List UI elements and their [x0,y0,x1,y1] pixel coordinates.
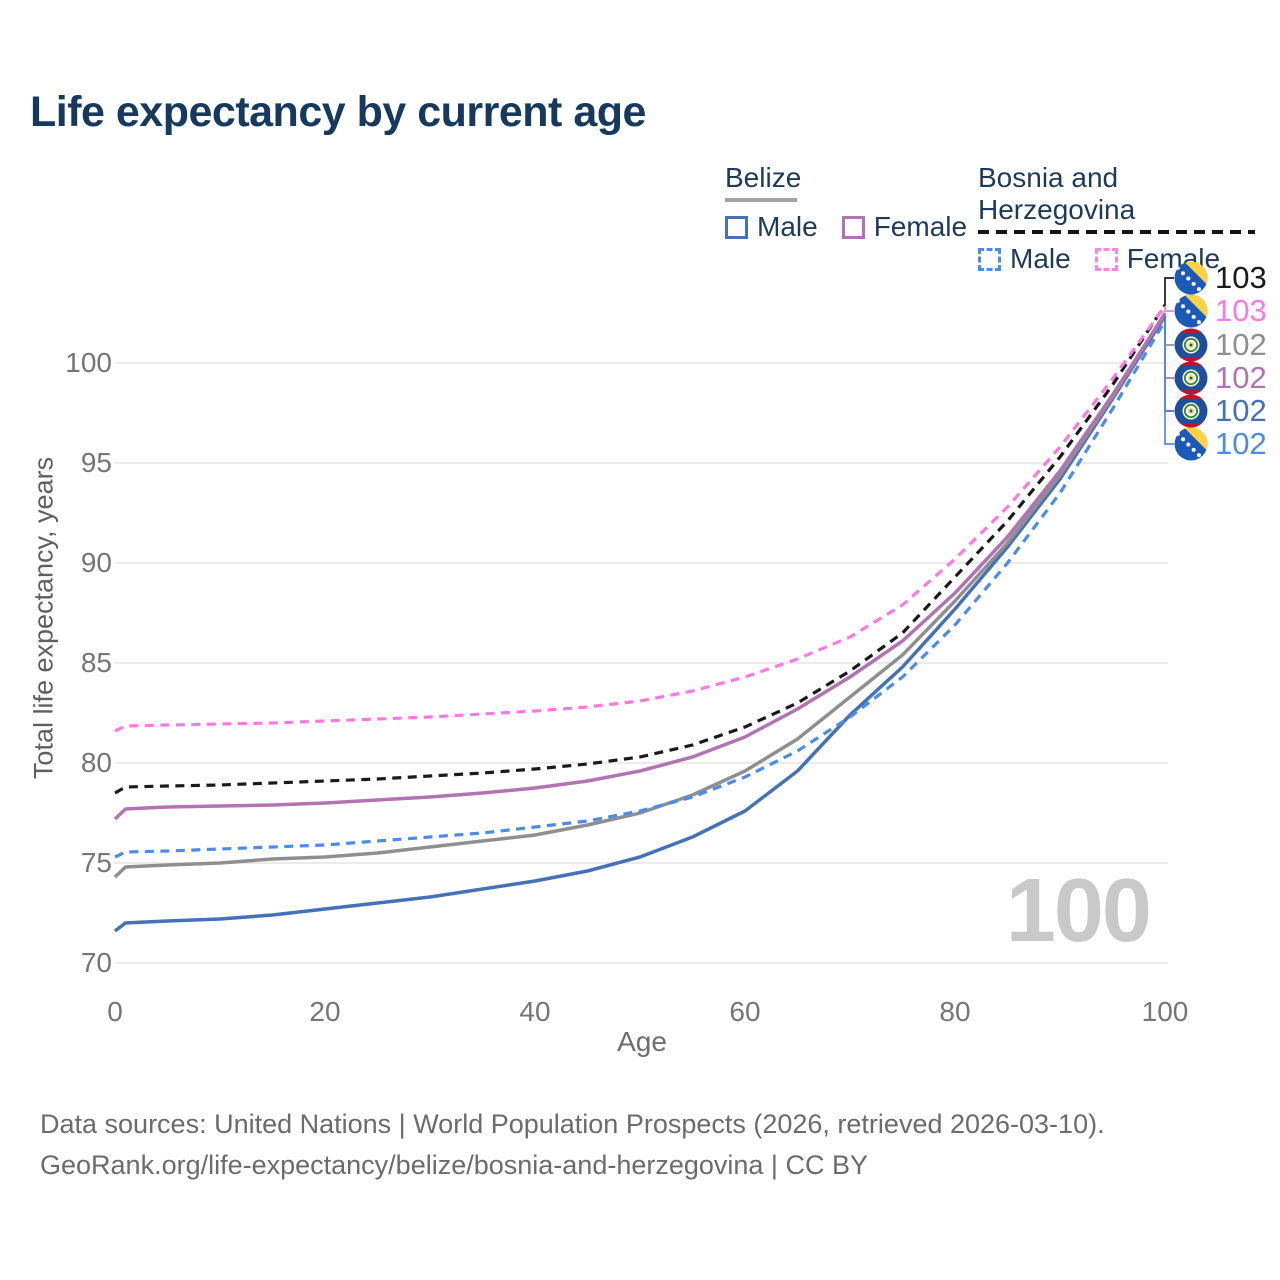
end-label-belize_total: 102 [1174,327,1267,362]
current-age-watermark: 100 [1005,861,1152,961]
footer-data-sources: Data sources: United Nations | World Pop… [40,1109,1105,1139]
y-axis-title: Total life expectancy, years [28,456,59,780]
y-tick-label-85: 85 [80,647,112,678]
legend-title-belize: Belize [725,162,802,193]
end-label-connector-bosnia_female [1164,306,1174,312]
legend-items-belize: Male Female [725,211,967,243]
belize-flag-icon [1174,394,1208,428]
chart-line-bosnia_male [114,320,1167,859]
x-tick-label-0: 0 [107,996,123,1027]
end-label-connector-belize_total [1164,313,1174,346]
footer-attribution: GeoRank.org/life-expectancy/belize/bosni… [40,1150,868,1180]
end-label-connector-bosnia_total [1164,277,1174,305]
legend-underline-belize-solid [725,198,797,202]
bosnia-herzegovina-flag-icon [1174,427,1208,461]
x-tick-label-80: 80 [939,996,971,1027]
end-label-value-bosnia_total: 103 [1215,260,1267,295]
chart-line-bosnia_total [114,304,1167,795]
x-tick-label-100: 100 [1141,996,1189,1027]
legend-label-belize-male: Male [757,211,818,242]
legend-title-bosnia: Bosnia and Herzegovina [978,162,1136,225]
belize-female-swatch-icon [841,215,865,239]
page-title: Life expectancy by current age [30,88,646,136]
legend-underline-bosnia-dashed [978,230,1255,234]
end-label-value-belize_male: 102 [1215,393,1267,428]
belize-flag-icon [1174,361,1208,395]
y-tick-label-80: 80 [80,747,112,778]
y-tick-label-70: 70 [80,947,112,978]
belize-flag-icon [1174,328,1208,362]
bosnia-female-swatch-icon [1094,247,1118,271]
y-tick-label-75: 75 [80,847,112,878]
end-label-belize_female: 102 [1174,360,1267,395]
end-label-value-bosnia_male: 102 [1215,426,1267,461]
legend-label-belize-female: Female [873,211,968,242]
end-label-connector-bosnia_male [1164,321,1174,445]
legend-item-belize-male: Male [725,211,818,243]
legend-item-bosnia-male: Male [978,243,1071,275]
end-label-value-belize_total: 102 [1215,327,1267,362]
legend-item-belize-female: Female [841,211,968,243]
x-tick-label-40: 40 [519,996,551,1027]
footer: Data sources: United Nations | World Pop… [40,1104,1105,1186]
chart-line-bosnia_female [114,305,1167,733]
end-label-connector-belize_female [1164,314,1174,379]
end-label-value-belize_female: 102 [1215,360,1267,395]
bosnia-herzegovina-flag-icon [1174,261,1208,295]
bosnia-male-swatch-icon [978,247,1001,271]
y-tick-label-90: 90 [80,547,112,578]
end-label-bosnia_female: 103 [1174,293,1267,328]
y-tick-label-95: 95 [80,447,112,478]
x-tick-label-20: 20 [309,996,341,1027]
end-label-bosnia_male: 102 [1174,426,1267,461]
end-label-belize_male: 102 [1174,393,1267,428]
legend-group-bosnia: Bosnia and Herzegovina Male Female [978,162,1280,275]
y-tick-label-100: 100 [65,347,112,378]
legend-label-bosnia-male: Male [1010,243,1071,274]
chart-line-belize_female [113,313,1167,821]
legend-group-belize: Belize Male Female [725,162,967,243]
belize-male-swatch-icon [725,215,748,239]
x-tick-label-60: 60 [729,996,761,1027]
bosnia-herzegovina-flag-icon [1174,294,1208,328]
chart-line-belize_total [113,312,1167,879]
x-axis-title: Age [617,1026,667,1057]
end-label-value-bosnia_female: 103 [1215,293,1267,328]
end-label-bosnia_total: 103 [1174,260,1267,295]
chart-line-belize_male [113,315,1167,933]
